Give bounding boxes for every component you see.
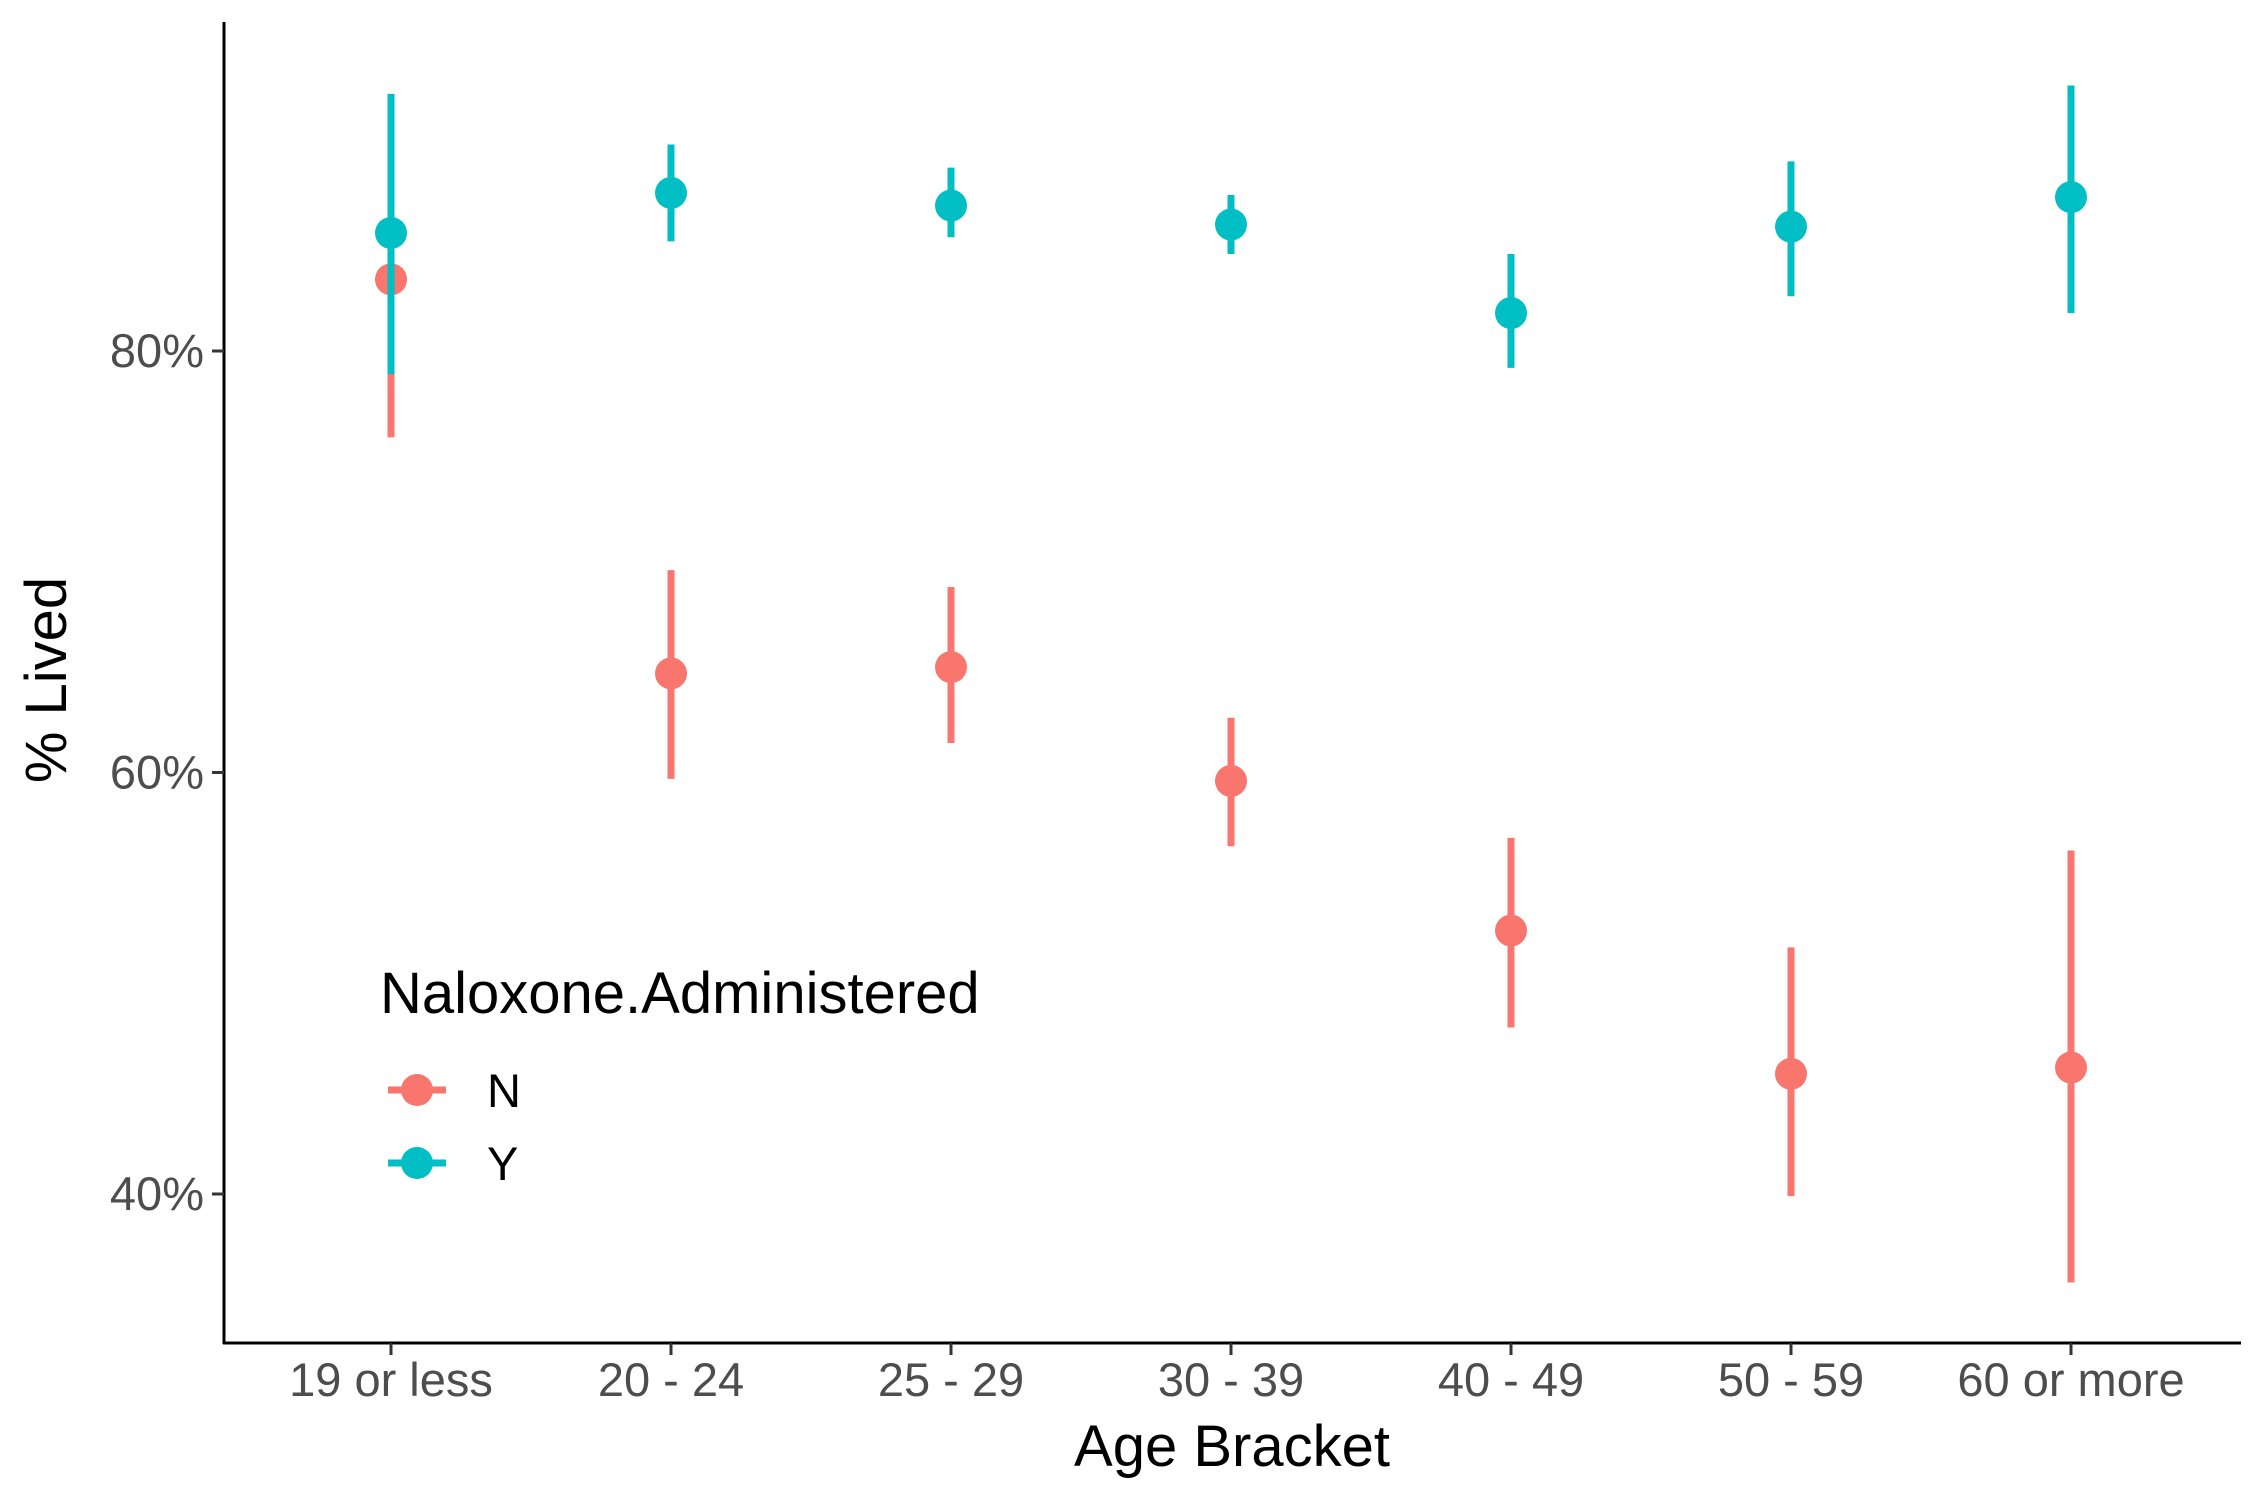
data-point-n: [2055, 1051, 2087, 1084]
legend-title: Naloxone.Administered: [380, 961, 980, 1026]
x-tick-label: 25 - 29: [878, 1353, 1024, 1406]
x-tick-label: 60 or more: [1957, 1353, 2184, 1406]
legend-key-y-point: [401, 1147, 433, 1179]
legend-label-y: Y: [487, 1137, 518, 1190]
y-tick-label: 80%: [110, 324, 204, 377]
data-point-n: [935, 651, 967, 684]
x-tick-label: 19 or less: [289, 1353, 493, 1406]
x-axis: 19 or less 20 - 24 25 - 29 30 - 39 40 - 49 50…: [223, 1341, 2241, 1406]
plot-marks: [375, 85, 2087, 1283]
legend-item-y: Y: [388, 1137, 518, 1190]
x-tick-label: 30 - 39: [1158, 1353, 1304, 1406]
legend: Naloxone.Administered N Y: [380, 961, 980, 1190]
y-axis-title: % Lived: [14, 577, 79, 783]
data-point-y: [1215, 208, 1247, 241]
y-tick-label: 40%: [110, 1167, 204, 1220]
x-axis-title: Age Bracket: [1074, 1414, 1390, 1479]
legend-label-n: N: [487, 1064, 521, 1117]
data-point-n: [1775, 1057, 1807, 1090]
data-point-n: [655, 657, 687, 690]
y-tick-label: 60%: [110, 746, 204, 799]
x-tick-label: 50 - 59: [1718, 1353, 1864, 1406]
data-point-y: [375, 216, 407, 249]
data-point-y: [935, 189, 967, 222]
legend-item-n: N: [388, 1064, 521, 1117]
y-axis: 40% 60% 80%: [110, 22, 226, 1344]
data-point-y: [2055, 181, 2087, 214]
data-point-y: [1775, 210, 1807, 243]
series-y: [375, 85, 2087, 375]
data-point-n: [1495, 914, 1527, 947]
legend-key-n-point: [401, 1074, 433, 1106]
data-point-y: [1495, 297, 1527, 330]
x-tick-label: 20 - 24: [598, 1353, 744, 1406]
data-point-n: [1215, 764, 1247, 797]
series-n: [375, 163, 2087, 1283]
data-point-y: [655, 176, 687, 209]
x-tick-label: 40 - 49: [1438, 1353, 1584, 1406]
